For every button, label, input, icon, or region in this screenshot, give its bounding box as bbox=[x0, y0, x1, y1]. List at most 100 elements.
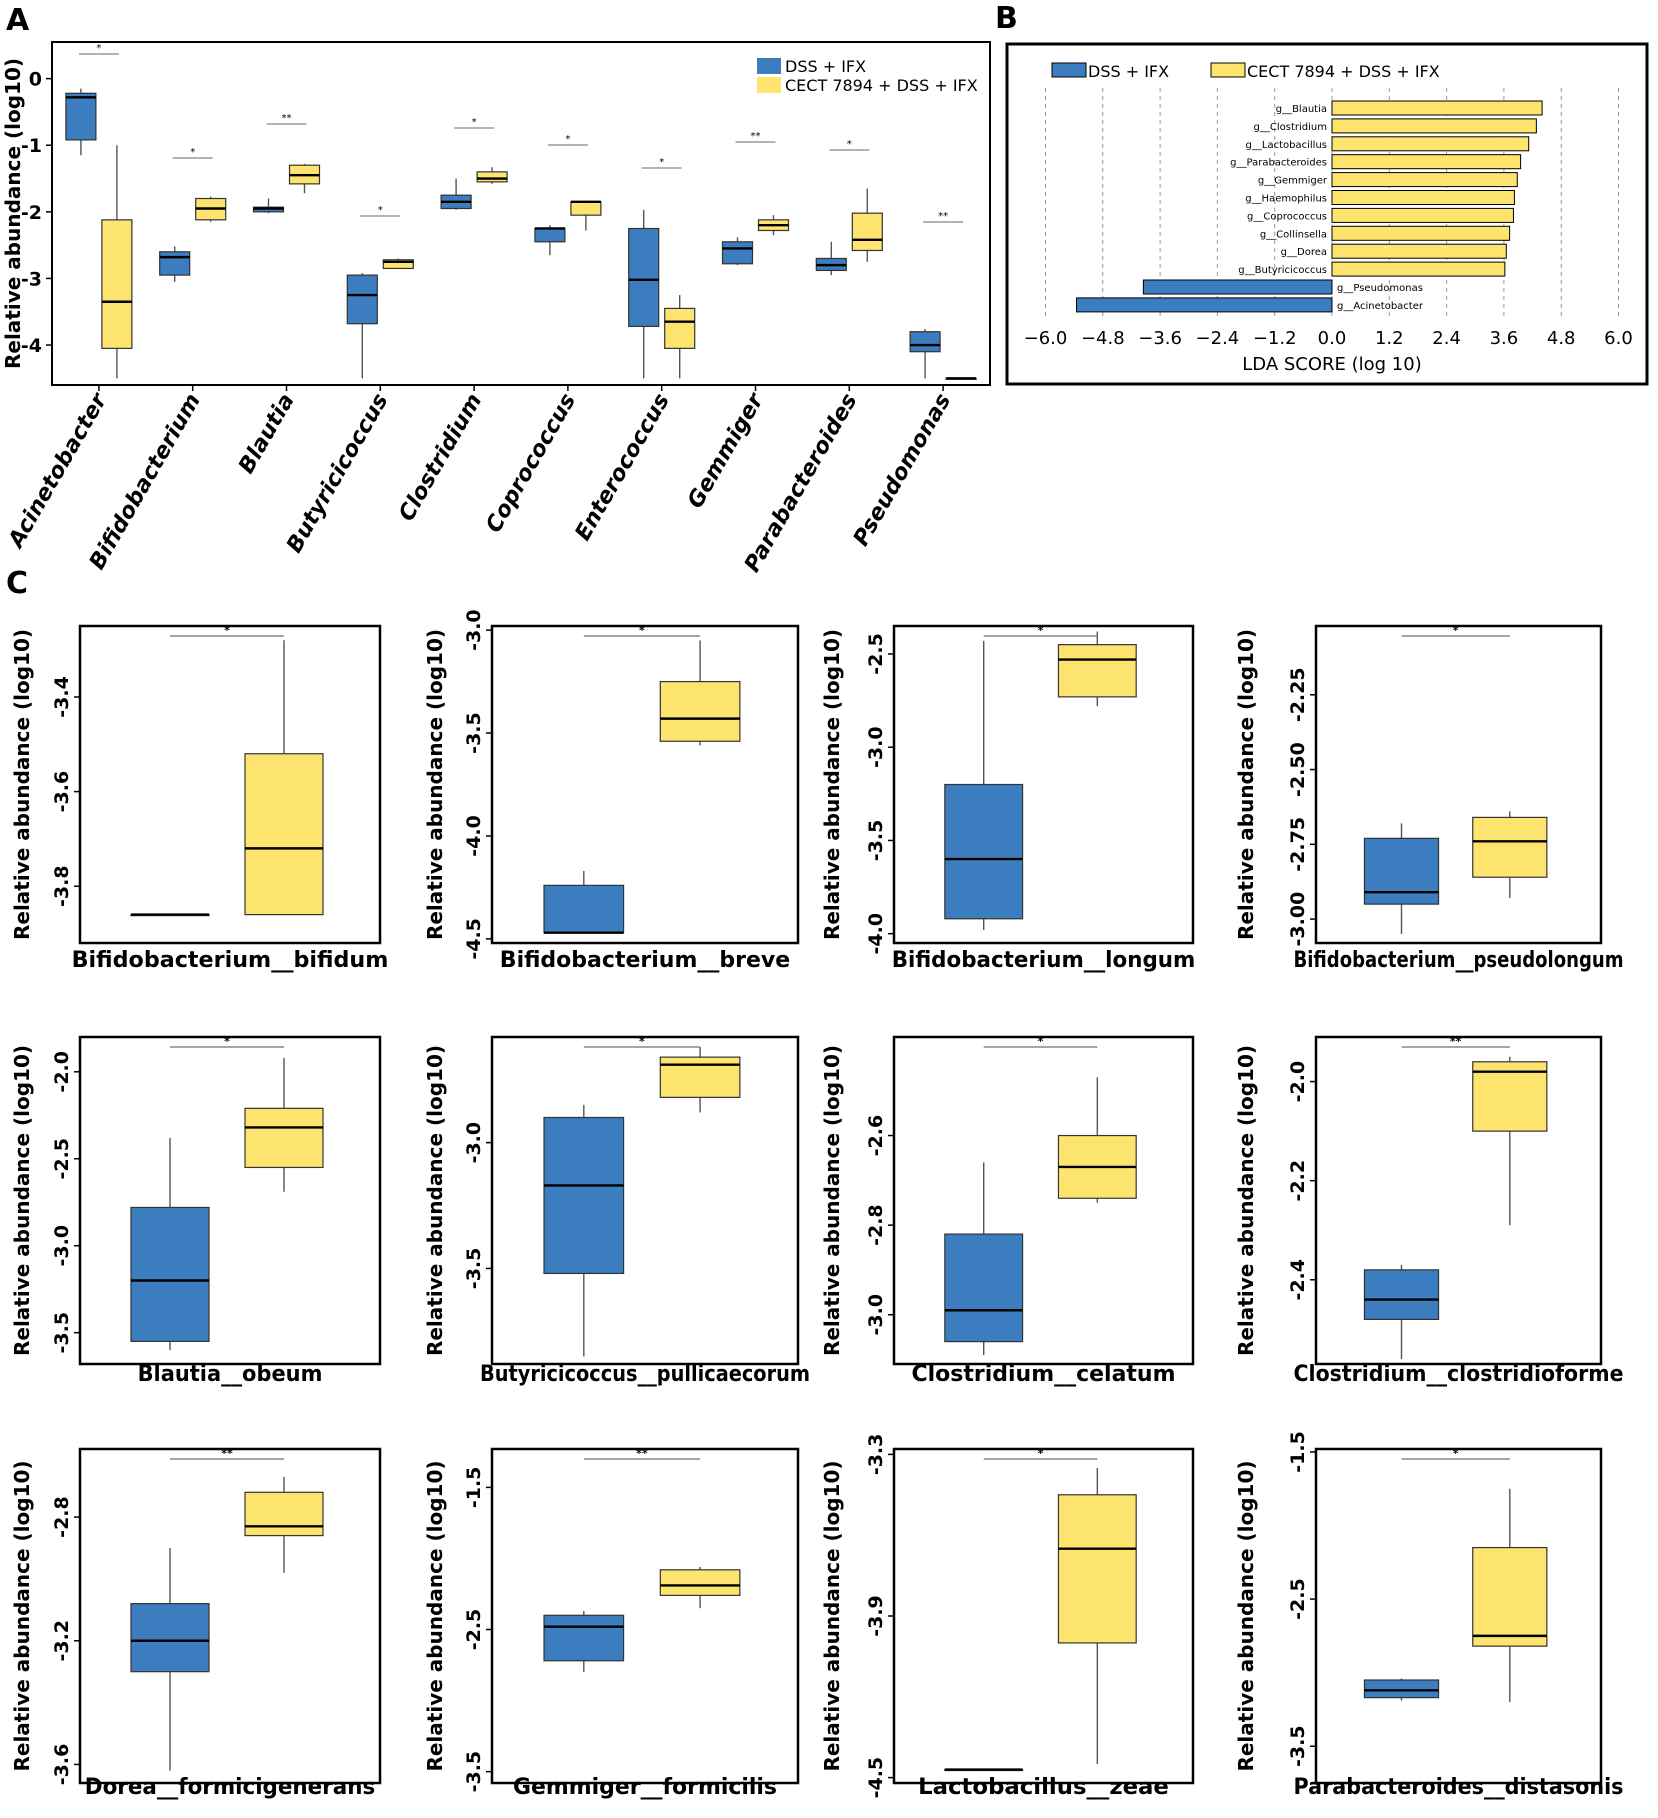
lda-bar-label: g__Haemophilus bbox=[1245, 194, 1327, 205]
y-axis-title: Relative abundance (log10) bbox=[423, 629, 447, 940]
y-tick-label: -2.0 bbox=[1287, 1061, 1309, 1103]
x-category-label: Coprococcus bbox=[481, 390, 581, 538]
plot-frame bbox=[490, 1035, 800, 1366]
lda-bar-label: g__Blautia bbox=[1276, 104, 1327, 115]
panel-a-letter: A bbox=[6, 3, 30, 38]
lda-bar bbox=[1142, 279, 1333, 295]
legend-label-dss: DSS + IFX bbox=[785, 57, 866, 76]
y-tick-label: -3.5 bbox=[865, 820, 887, 862]
box-dss-gemmiger-box bbox=[721, 241, 754, 265]
lda-bar-label: g__Collinsella bbox=[1260, 229, 1327, 240]
lda-bar bbox=[1331, 190, 1515, 205]
box-dss-box bbox=[944, 783, 1024, 920]
lda-bar bbox=[1331, 118, 1537, 134]
plot-frame bbox=[1314, 1447, 1603, 1785]
significance-mark: * bbox=[472, 117, 477, 128]
y-tick-label: -2.2 bbox=[1287, 1160, 1309, 1202]
y-tick-label: -2.0 bbox=[51, 1051, 73, 1093]
box-cect-box bbox=[244, 753, 324, 916]
box-cect-parabacteroides-box bbox=[851, 212, 883, 252]
panel-a-frame bbox=[51, 41, 991, 386]
box-dss-box bbox=[543, 1116, 625, 1275]
box-dss-pseudomonas-box bbox=[909, 331, 941, 353]
box-dss-bifidobacterium-box bbox=[159, 251, 191, 276]
x-axis-title: Clostridium__clostridioforme bbox=[1294, 1362, 1624, 1387]
lda-bar-label: g__Lactobacillus bbox=[1246, 140, 1327, 151]
box-cect-coprococcus-box bbox=[570, 201, 602, 216]
x-category-label: Gemmiger bbox=[683, 389, 769, 513]
boxplot-butyricicoccus__pullicaecorum: -3.0 -3.5 Relative abundance (log10) * Butyr… bbox=[423, 1035, 810, 1387]
significance-mark: * bbox=[1038, 1035, 1044, 1048]
lda-bar-label: g__Dorea bbox=[1281, 247, 1327, 258]
lda-bar-label: g__Coprococcus bbox=[1247, 211, 1327, 222]
significance-mark: ** bbox=[221, 1447, 233, 1460]
x-axis-title: Dorea__formicigenerans bbox=[85, 1775, 375, 1800]
panel-b-letter: B bbox=[995, 1, 1018, 36]
box-dss-box bbox=[1363, 1269, 1440, 1321]
lda-bar bbox=[1331, 225, 1511, 241]
significance-mark: * bbox=[96, 43, 101, 54]
legend-swatch-cect bbox=[1210, 62, 1246, 78]
legend-label-cect: CECT 7894 + DSS + IFX bbox=[785, 76, 978, 95]
plot-frame bbox=[1314, 624, 1603, 945]
y-axis-title: Relative abundance (log10) bbox=[820, 1460, 844, 1771]
y-tick-label: -2.5 bbox=[51, 1138, 73, 1180]
lda-bar-label: g__Acinetobacter bbox=[1337, 301, 1424, 312]
x-category-label: Pseudomonas bbox=[849, 390, 956, 551]
x-axis-title: Bifidobacterium__bifidum bbox=[72, 948, 389, 973]
significance-mark: ** bbox=[1450, 1035, 1462, 1048]
plot-frame bbox=[892, 1447, 1195, 1785]
plot-frame bbox=[78, 1035, 382, 1366]
y-tick-label: -3.5 bbox=[463, 712, 485, 754]
y-tick-label: -4.0 bbox=[865, 913, 887, 955]
y-axis-title: Relative abundance (log10) bbox=[1234, 1045, 1258, 1356]
plot-frame bbox=[78, 1447, 382, 1785]
box-dss-box bbox=[543, 1614, 625, 1662]
legend-label-dss: DSS + IFX bbox=[1088, 62, 1169, 81]
panel-c-boxplot-grid: -3.4 -3.6 -3.8 Relative abundance (log10) * B… bbox=[10, 609, 1624, 1800]
box-dss-box bbox=[1363, 1679, 1440, 1699]
x-category-label: Acinetobacter bbox=[3, 389, 113, 554]
y-tick-label: -3.5 bbox=[1287, 1725, 1309, 1767]
y-tick-label: -2.25 bbox=[1287, 667, 1309, 722]
box-dss-box bbox=[1363, 837, 1440, 905]
significance-mark: * bbox=[1038, 624, 1044, 637]
lda-bar-label: g__Clostridium bbox=[1254, 122, 1327, 133]
y-tick-label: -1.5 bbox=[463, 1467, 485, 1509]
y-tick-label: -3.0 bbox=[463, 1122, 485, 1164]
lda-bar bbox=[1331, 261, 1506, 277]
lda-bar bbox=[1331, 154, 1522, 170]
boxplot-clostridium__celatum: -2.6 -2.8 -3.0 Relative abundance (log10) * C… bbox=[820, 1035, 1195, 1387]
legend-swatch-dss bbox=[1051, 62, 1087, 78]
lda-bar-label: g__Pseudomonas bbox=[1337, 283, 1423, 294]
y-tick-label: -4.5 bbox=[865, 1757, 887, 1799]
box-cect-box bbox=[659, 680, 741, 742]
x-axis-title: Blautia__obeum bbox=[138, 1362, 323, 1387]
x-tick-label: 3.6 bbox=[1490, 328, 1519, 349]
y-tick-label: -2.8 bbox=[865, 1204, 887, 1246]
y-tick-label: -3.0 bbox=[463, 609, 485, 651]
x-tick-label: 0.0 bbox=[1318, 328, 1347, 349]
y-tick-label: -3.0 bbox=[51, 1225, 73, 1267]
y-tick-label: -2.4 bbox=[1287, 1259, 1309, 1301]
y-tick-label: -2.75 bbox=[1287, 817, 1309, 872]
box-cect-acinetobacter-box bbox=[101, 219, 133, 349]
boxplot-blautia__obeum: -2.0 -2.5 -3.0 -3.5 Relative abundance (log1… bbox=[10, 1035, 382, 1387]
y-axis-title: Relative abundance (log10) bbox=[423, 1460, 447, 1771]
plot-frame bbox=[78, 624, 382, 945]
y-tick-label: -2.8 bbox=[51, 1496, 73, 1538]
y-tick-label: -3.4 bbox=[51, 676, 73, 718]
y-tick-label: -3 bbox=[21, 268, 42, 290]
box-cect-box bbox=[244, 1491, 324, 1537]
lda-bar-label: g__Butyricicoccus bbox=[1238, 265, 1327, 276]
plot-frame bbox=[892, 1035, 1195, 1366]
box-dss-enterococcus-box bbox=[628, 227, 660, 327]
box-cect-box bbox=[659, 1056, 741, 1098]
y-tick-label: -1 bbox=[21, 135, 42, 157]
x-tick-label: −2.4 bbox=[1196, 328, 1240, 349]
x-axis-title: Butyricicoccus__pullicaecorum bbox=[480, 1362, 810, 1387]
y-axis-title: Relative abundance (log10) bbox=[10, 629, 34, 940]
y-tick-label: -3.00 bbox=[1287, 892, 1309, 947]
legend-swatch-dss bbox=[757, 58, 781, 74]
